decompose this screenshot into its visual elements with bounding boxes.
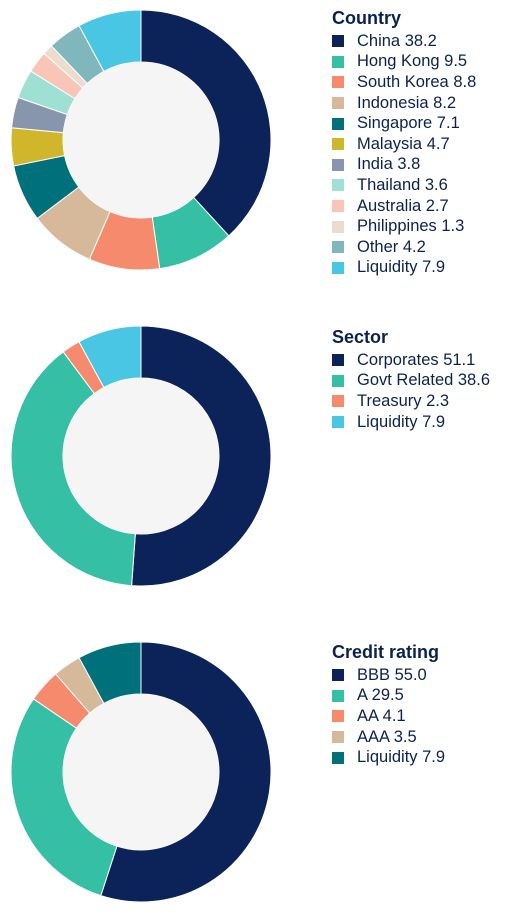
legend-label: Malaysia 4.7 (357, 134, 450, 153)
legend-label: Hong Kong 9.5 (357, 52, 468, 71)
legend-swatch (332, 416, 344, 429)
legend-swatch (332, 689, 344, 702)
legend-label: Philippines 1.3 (357, 217, 465, 236)
sector-legend: Sector Corporates 51.1 Govt Related 38.6 T… (332, 325, 490, 432)
legend-swatch (332, 76, 344, 89)
legend-label: BBB 55.0 (357, 665, 427, 684)
legend-label: AA 4.1 (357, 706, 406, 725)
legend-swatch (332, 179, 344, 192)
legend-item: Hong Kong 9.5 (332, 52, 476, 73)
legend-item: Malaysia 4.7 (332, 134, 476, 155)
credit-rating-legend: Credit rating BBB 55.0 A 29.5 AA 4.1 AAA 3.… (332, 640, 445, 768)
legend-label: A 29.5 (357, 686, 404, 705)
legend-item: Liquidity 7.9 (332, 747, 445, 768)
legend-swatch (332, 220, 344, 233)
donut-hole (63, 694, 219, 850)
sector-donut (10, 325, 272, 587)
legend-item: Indonesia 8.2 (332, 93, 476, 114)
legend-swatch (332, 158, 344, 171)
legend-label: Liquidity 7.9 (357, 748, 446, 767)
legend-swatch (332, 261, 344, 274)
legend-swatch (332, 117, 344, 130)
country-chart: Country China 38.2 Hong Kong 9.5 South Kor… (0, 0, 516, 280)
legend-label: Thailand 3.6 (357, 175, 448, 194)
legend-label: Other 4.2 (357, 237, 426, 256)
legend-swatch (332, 354, 344, 367)
legend-item: China 38.2 (332, 31, 476, 52)
legend-swatch (332, 731, 344, 744)
legend-item: Thailand 3.6 (332, 175, 476, 196)
legend-swatch (332, 200, 344, 213)
legend-swatch (332, 374, 344, 387)
donut-hole (63, 378, 219, 534)
legend-label: Corporates 51.1 (357, 350, 476, 369)
legend-item: Govt Related 38.6 (332, 371, 490, 392)
donut-hole (63, 62, 219, 218)
sector-legend-title: Sector (332, 327, 389, 347)
legend-item: South Korea 8.8 (332, 72, 476, 93)
legend-item: Treasury 2.3 (332, 391, 490, 412)
legend-swatch (332, 395, 344, 408)
credit-rating-legend-title: Credit rating (332, 642, 440, 662)
legend-item: Corporates 51.1 (332, 350, 490, 371)
legend-item: India 3.8 (332, 155, 476, 176)
legend-label: Treasury 2.3 (357, 391, 450, 410)
legend-item: Other 4.2 (332, 237, 476, 258)
legend-label: Liquidity 7.9 (357, 258, 446, 277)
legend-swatch (332, 55, 344, 68)
legend-label: Australia 2.7 (357, 196, 449, 215)
legend-swatch (332, 751, 344, 764)
credit-rating-chart: Credit rating BBB 55.0 A 29.5 AA 4.1 AAA 3.… (0, 632, 516, 912)
legend-label: Govt Related 38.6 (357, 371, 490, 390)
legend-item: BBB 55.0 (332, 665, 445, 686)
legend-item: Liquidity 7.9 (332, 258, 476, 279)
legend-label: Singapore 7.1 (357, 114, 460, 133)
legend-swatch (332, 669, 344, 682)
credit-rating-donut (10, 641, 272, 903)
legend-item: Singapore 7.1 (332, 113, 476, 134)
legend-swatch (332, 35, 344, 48)
legend-item: AAA 3.5 (332, 727, 445, 748)
legend-item: Liquidity 7.9 (332, 412, 490, 433)
legend-item: A 29.5 (332, 686, 445, 707)
legend-label: AAA 3.5 (357, 727, 417, 746)
sector-chart: Sector Corporates 51.1 Govt Related 38.6 T… (0, 316, 516, 596)
country-legend: Country China 38.2 Hong Kong 9.5 South Kor… (332, 6, 476, 278)
legend-label: South Korea 8.8 (357, 72, 477, 91)
legend-label: China 38.2 (357, 31, 437, 50)
legend-label: Liquidity 7.9 (357, 412, 446, 431)
legend-swatch (332, 710, 344, 723)
legend-swatch (332, 138, 344, 151)
legend-swatch (332, 97, 344, 110)
legend-label: Indonesia 8.2 (357, 93, 457, 112)
legend-swatch (332, 241, 344, 254)
legend-item: Australia 2.7 (332, 196, 476, 217)
legend-item: Philippines 1.3 (332, 216, 476, 237)
country-donut (10, 9, 272, 271)
legend-item: AA 4.1 (332, 706, 445, 727)
country-legend-title: Country (332, 8, 401, 28)
legend-label: India 3.8 (357, 155, 421, 174)
